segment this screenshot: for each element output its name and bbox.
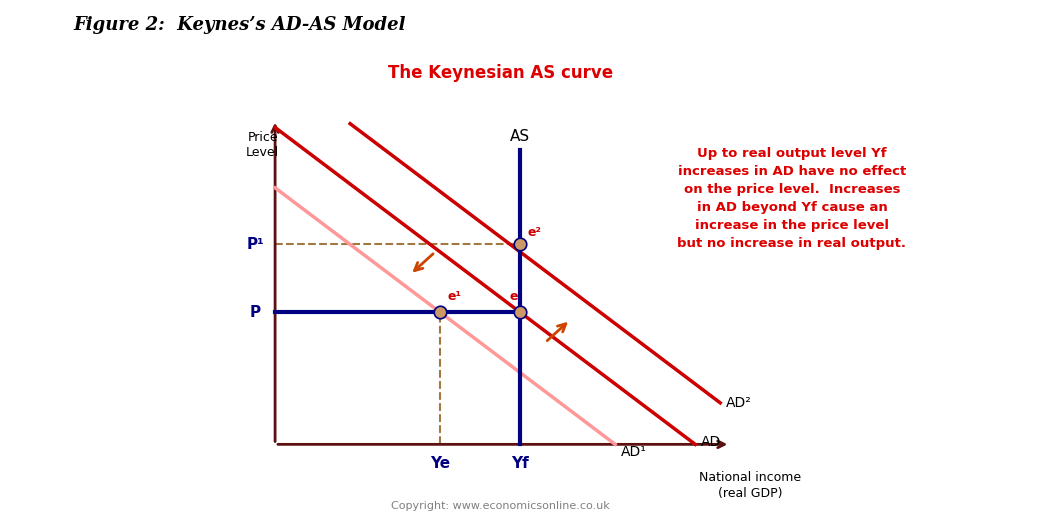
Text: Copyright: www.economicsonline.co.uk: Copyright: www.economicsonline.co.uk [391, 501, 610, 511]
Text: e¹: e¹ [448, 290, 462, 303]
Text: AD: AD [701, 435, 721, 450]
Text: The Keynesian AS curve: The Keynesian AS curve [388, 64, 613, 82]
Text: AS: AS [511, 129, 530, 145]
Text: Price
Level: Price Level [246, 131, 279, 159]
Text: AD¹: AD¹ [621, 445, 647, 459]
Text: P¹: P¹ [246, 237, 264, 252]
Text: Ye: Ye [430, 456, 450, 471]
Text: e: e [510, 290, 518, 303]
Text: Yf: Yf [512, 456, 529, 471]
Text: P: P [249, 305, 260, 320]
Text: AD²: AD² [726, 396, 752, 410]
Text: Figure 2:  Keynes’s AD-AS Model: Figure 2: Keynes’s AD-AS Model [73, 16, 405, 34]
Text: Up to real output level Yf
increases in AD have no effect
on the price level.  I: Up to real output level Yf increases in … [677, 147, 907, 250]
Text: National income
(real GDP): National income (real GDP) [699, 471, 801, 500]
Text: e²: e² [527, 226, 542, 239]
